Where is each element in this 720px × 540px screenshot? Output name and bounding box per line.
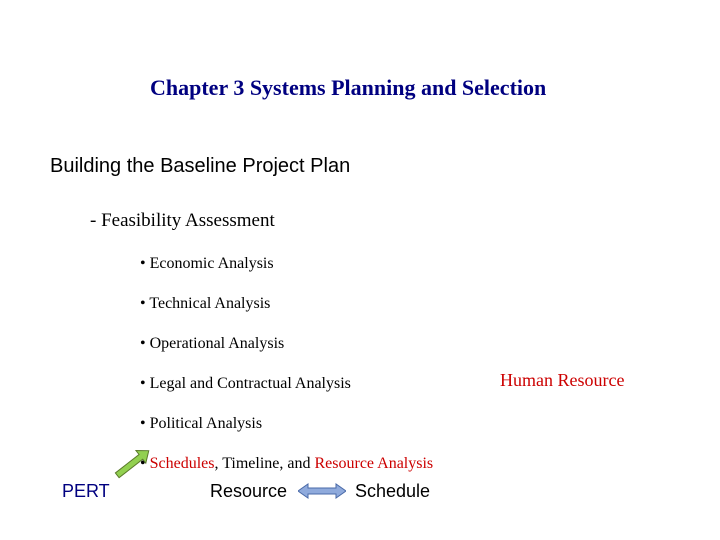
arrow-double: [298, 482, 346, 505]
bullet-item: • Schedules, Timeline, and Resource Anal…: [140, 455, 433, 473]
pert-label: PERT: [62, 481, 110, 502]
bullet-item: • Technical Analysis: [140, 295, 433, 313]
bullet-red-text: Schedules: [150, 455, 215, 472]
bullet-item: • Economic Analysis: [140, 255, 433, 273]
bullet-mid-text: , Timeline, and: [214, 455, 314, 472]
bullet-item: • Operational Analysis: [140, 335, 433, 353]
bullet-item: • Political Analysis: [140, 415, 433, 433]
bullet-list: • Economic Analysis • Technical Analysis…: [140, 255, 433, 495]
subsection-heading: - Feasibility Assessment: [90, 210, 275, 232]
arrow-diagonal: [108, 445, 158, 486]
resource-label: Resource: [210, 481, 287, 502]
section-heading: Building the Baseline Project Plan: [50, 155, 350, 178]
bullet-red-text: Resource Analysis: [315, 455, 434, 472]
bullet-item: • Legal and Contractual Analysis: [140, 375, 433, 393]
schedule-label: Schedule: [355, 481, 430, 502]
side-label: Human Resource: [500, 370, 624, 391]
chapter-title: Chapter 3 Systems Planning and Selection: [150, 75, 546, 101]
